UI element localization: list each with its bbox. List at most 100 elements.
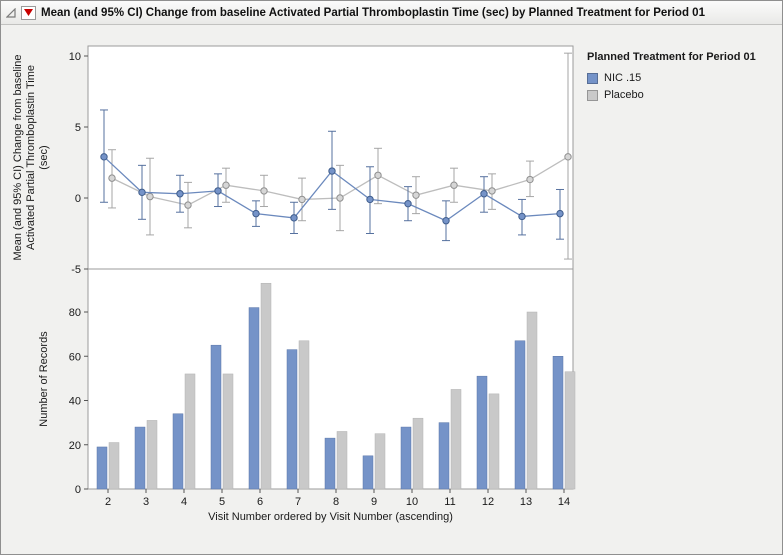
bar-nic15-visit-14[interactable] — [552, 356, 564, 490]
legend-title: Planned Treatment for Period 01 — [587, 51, 756, 63]
legend-entries: NIC .15 Placebo — [587, 72, 756, 101]
y-axis-title-bottom: Number of Records — [38, 331, 50, 427]
bar-placebo-visit-12[interactable] — [488, 393, 500, 490]
svg-text:60: 60 — [69, 351, 81, 363]
marker-nic15-visit-14[interactable] — [556, 209, 564, 218]
markers-nic15 — [100, 153, 564, 225]
svg-text:10: 10 — [69, 51, 81, 63]
bar-nic15-visit-12[interactable] — [476, 375, 488, 490]
report-title-bar: Mean (and 95% CI) Change from baseline A… — [1, 1, 782, 25]
bar-nic15-visit-5[interactable] — [210, 344, 222, 490]
legend-swatch-placebo — [587, 89, 598, 101]
bar-nic15-visit-11[interactable] — [438, 422, 450, 490]
marker-nic15-visit-4[interactable] — [176, 190, 184, 198]
bar-placebo-visit-2[interactable] — [108, 442, 120, 490]
marker-placebo-visit-10[interactable] — [412, 191, 420, 199]
marker-nic15-visit-5[interactable] — [214, 187, 222, 195]
svg-text:2: 2 — [105, 496, 111, 508]
marker-placebo-visit-13[interactable] — [526, 175, 534, 184]
legend: Planned Treatment for Period 01 NIC .15 P… — [587, 51, 756, 106]
marker-placebo-visit-12[interactable] — [488, 187, 496, 195]
y-axis-bottom: 0 20 40 60 80 — [69, 307, 88, 496]
marker-nic15-visit-2[interactable] — [100, 153, 108, 161]
marker-nic15-visit-6[interactable] — [252, 209, 260, 218]
y-axis-title-top-line-3: (sec) — [38, 145, 50, 169]
bar-nic15-visit-9[interactable] — [362, 455, 374, 490]
bar-nic15-visit-2[interactable] — [96, 446, 108, 490]
svg-text:5: 5 — [219, 496, 225, 508]
marker-placebo-visit-7[interactable] — [298, 195, 306, 204]
x-axis: 2 3 4 5 6 7 8 9 10 11 12 13 14 — [105, 489, 570, 508]
svg-text:6: 6 — [257, 496, 263, 508]
marker-nic15-visit-10[interactable] — [404, 199, 412, 208]
bar-placebo-visit-10[interactable] — [412, 417, 424, 490]
marker-placebo-visit-2[interactable] — [108, 174, 116, 182]
red-triangle-menu-icon[interactable] — [21, 5, 36, 20]
legend-entry-nic15[interactable]: NIC .15 — [587, 72, 756, 84]
marker-placebo-visit-5[interactable] — [222, 181, 230, 189]
bar-placebo-visit-3[interactable] — [146, 420, 158, 490]
report-title: Mean (and 95% CI) Change from baseline A… — [41, 6, 705, 19]
svg-text:9: 9 — [371, 496, 377, 508]
bar-nic15-visit-10[interactable] — [400, 426, 412, 490]
legend-swatch-nic15 — [587, 72, 598, 84]
svg-text:11: 11 — [444, 496, 455, 508]
y-axis-title-top-line-1: Mean (and 95% CI) Change from baseline — [12, 54, 24, 260]
bar-placebo-visit-5[interactable] — [222, 373, 234, 490]
bar-placebo-visit-13[interactable] — [526, 311, 538, 490]
top-panel — [87, 45, 574, 270]
y-axis-top: -5 0 5 10 — [69, 51, 88, 276]
bar-nic15-visit-7[interactable] — [286, 349, 298, 490]
marker-placebo-visit-6[interactable] — [260, 187, 268, 195]
bar-nic15-visit-4[interactable] — [172, 413, 184, 490]
marker-placebo-visit-4[interactable] — [184, 201, 192, 209]
bar-nic15-visit-3[interactable] — [134, 426, 146, 490]
svg-text:0: 0 — [75, 193, 81, 205]
marker-nic15-visit-13[interactable] — [518, 212, 526, 221]
svg-text:-5: -5 — [71, 264, 81, 276]
bar-placebo-visit-11[interactable] — [450, 389, 462, 490]
bar-placebo-visit-14[interactable] — [564, 371, 576, 490]
chart-area: -5 0 5 10 0 20 40 60 80 2 3 4 5 6 7 8 9 10 11 12 13 14 Visit N… — [1, 25, 782, 554]
marker-nic15-visit-11[interactable] — [442, 217, 450, 225]
marker-nic15-visit-8[interactable] — [328, 167, 336, 175]
y-axis-title-top-line-2: Activated Partial Thromboplastin Time — [25, 65, 37, 250]
marker-placebo-visit-3[interactable] — [146, 192, 154, 201]
marker-placebo-visit-8[interactable] — [336, 194, 344, 202]
bar-nic15-visit-6[interactable] — [248, 307, 260, 490]
legend-label-nic15: NIC .15 — [604, 72, 642, 84]
svg-text:4: 4 — [181, 496, 187, 508]
bar-placebo-visit-4[interactable] — [184, 373, 196, 490]
marker-nic15-visit-12[interactable] — [480, 190, 488, 198]
bar-placebo-visit-9[interactable] — [374, 433, 386, 490]
red-triangle-glyph — [24, 9, 33, 16]
marker-placebo-visit-11[interactable] — [450, 181, 458, 189]
bar-placebo-visit-6[interactable] — [260, 282, 272, 490]
svg-text:80: 80 — [69, 307, 81, 319]
legend-entry-placebo[interactable]: Placebo — [587, 89, 756, 101]
svg-text:3: 3 — [143, 496, 149, 508]
svg-text:5: 5 — [75, 122, 81, 134]
svg-text:7: 7 — [295, 496, 301, 508]
svg-text:13: 13 — [520, 496, 532, 508]
marker-nic15-visit-7[interactable] — [290, 214, 298, 222]
bar-placebo-visit-7[interactable] — [298, 340, 310, 490]
marker-nic15-visit-3[interactable] — [138, 188, 146, 197]
svg-text:8: 8 — [333, 496, 339, 508]
bar-placebo-visit-8[interactable] — [336, 431, 348, 490]
bar-nic15-visit-13[interactable] — [514, 340, 526, 490]
disclosure-triangle-icon[interactable] — [6, 7, 16, 18]
marker-nic15-visit-9[interactable] — [366, 195, 374, 204]
marker-placebo-visit-9[interactable] — [374, 171, 382, 179]
svg-text:0: 0 — [75, 484, 81, 496]
chart-plot: -5 0 5 10 0 20 40 60 80 2 3 4 5 6 7 8 9 10 11 12 13 14 Visit N… — [12, 45, 576, 523]
svg-text:14: 14 — [558, 496, 570, 508]
svg-text:20: 20 — [69, 440, 81, 452]
svg-text:40: 40 — [69, 396, 81, 408]
x-axis-title: Visit Number ordered by Visit Number (as… — [208, 511, 453, 523]
svg-text:10: 10 — [406, 496, 418, 508]
marker-placebo-visit-14[interactable] — [564, 153, 572, 161]
bar-nic15-visit-8[interactable] — [324, 437, 336, 490]
svg-text:12: 12 — [482, 496, 494, 508]
